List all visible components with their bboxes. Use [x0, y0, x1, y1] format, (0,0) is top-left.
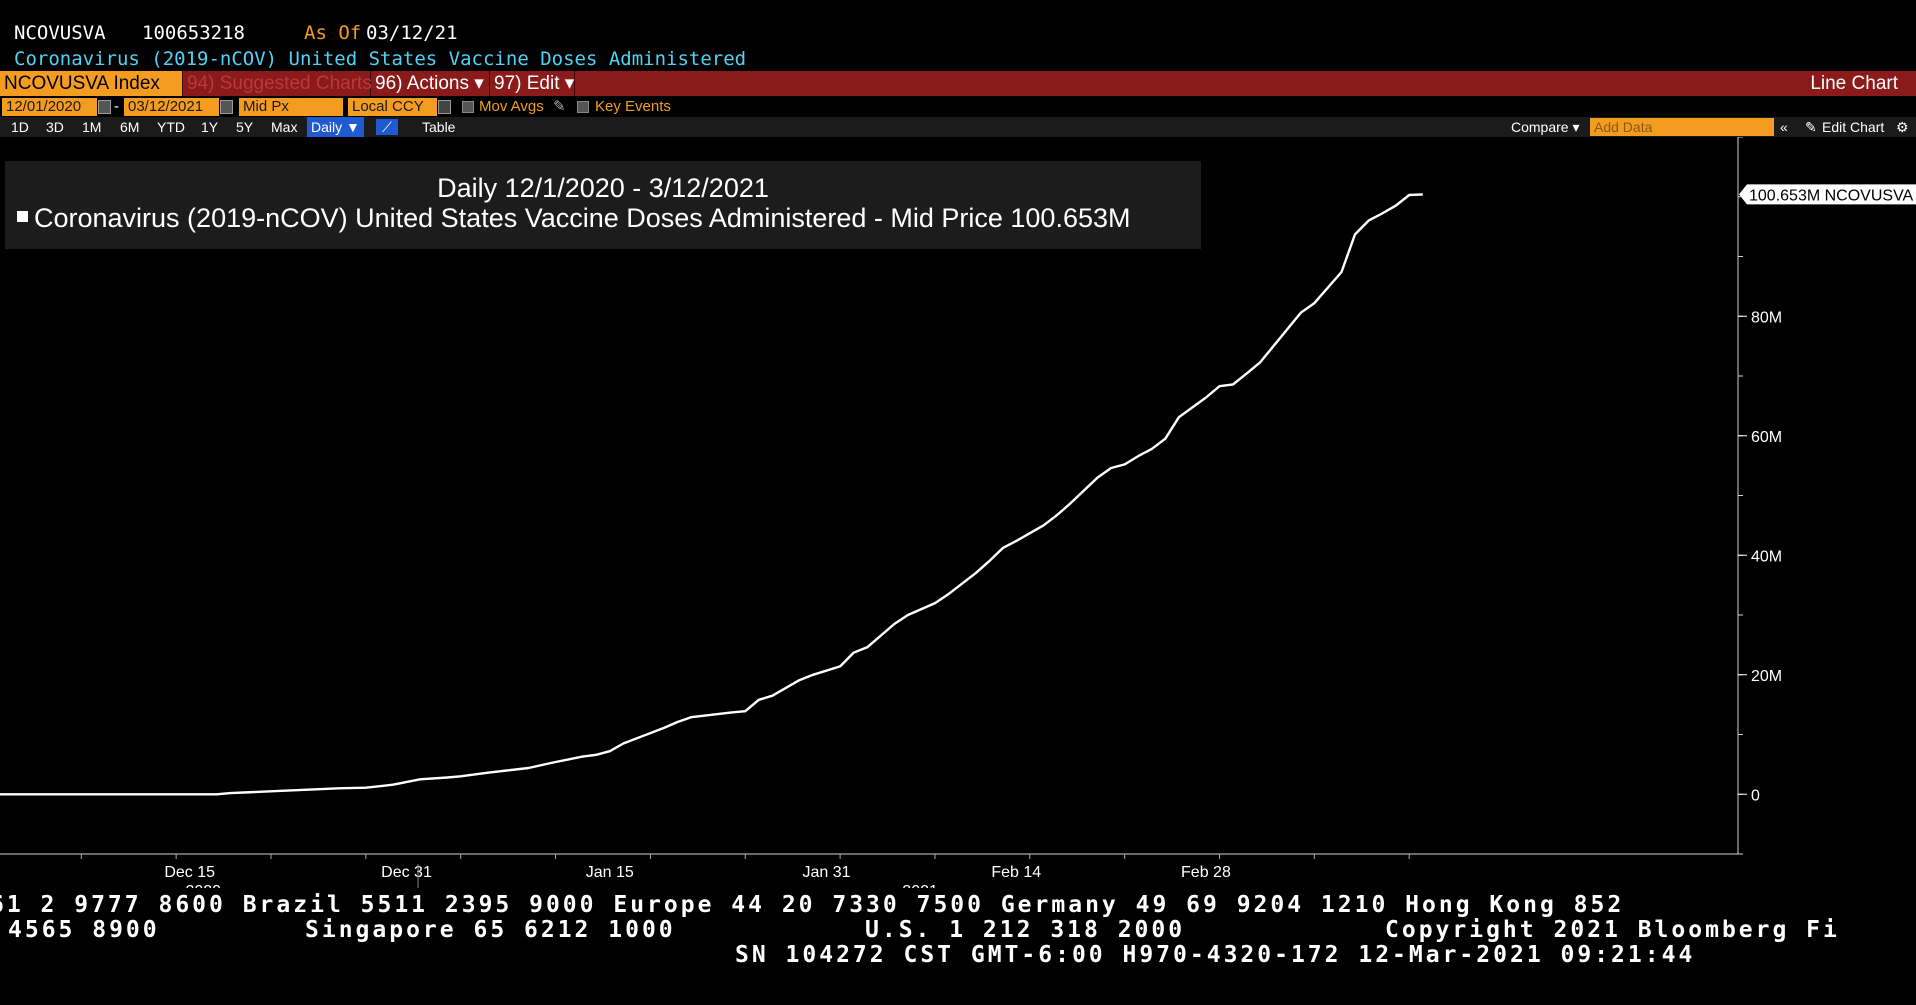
x-tick-label: Jan 15: [586, 864, 634, 881]
calendar-icon[interactable]: [98, 100, 111, 114]
mov-avgs-label[interactable]: Mov Avgs: [479, 98, 544, 115]
footer-phone-line: 61 2 9777 8600 Brazil 5511 2395 9000 Eur…: [0, 892, 1625, 918]
collapse-icon[interactable]: «: [1780, 119, 1788, 135]
table-view-button[interactable]: Table: [422, 119, 456, 135]
line-chart: 0 20M 40M 60M 80M Dec 15 Dec 31 Jan 15 Jan 31 Fe…: [0, 137, 1916, 888]
pencil-icon[interactable]: ✎: [553, 98, 566, 115]
edit-chart-button[interactable]: Edit Chart: [1822, 119, 1885, 135]
date-range-dash: -: [114, 98, 119, 115]
last-value-label: 100.653M NCOVUSVA: [1739, 184, 1916, 205]
as-of-date: 03/12/21: [366, 22, 458, 44]
as-of-label: As Of: [304, 22, 362, 44]
range-ytd-button[interactable]: YTD: [157, 119, 185, 135]
pencil-icon[interactable]: ✎: [1805, 119, 1817, 135]
x-tick-label: Feb 28: [1181, 864, 1231, 881]
range-5y-button[interactable]: 5Y: [236, 119, 254, 135]
y-tick-label: 40M: [1751, 548, 1782, 565]
line-chart-icon[interactable]: ⟋: [376, 119, 398, 135]
add-data-input[interactable]: Add Data: [1590, 118, 1774, 136]
x-tick-label: Feb 14: [991, 864, 1041, 881]
key-events-label[interactable]: Key Events: [595, 98, 671, 115]
frequency-select[interactable]: Daily ▼: [307, 117, 364, 137]
footer-singapore: Singapore 65 6212 1000: [305, 917, 676, 943]
suggested-charts-button[interactable]: 94) Suggested Charts: [183, 71, 372, 96]
start-date-input[interactable]: 12/01/2020: [2, 98, 97, 116]
x-tick-label: Dec 15: [164, 864, 215, 881]
ticker-code: NCOVUSVA: [14, 22, 106, 44]
range-1d-button[interactable]: 1D: [11, 119, 29, 135]
legend-series-entry: Coronavirus (2019-nCOV) United States Va…: [17, 203, 1131, 234]
security-description: Coronavirus (2019-nCOV) United States Va…: [14, 48, 747, 70]
range-6m-button[interactable]: 6M: [120, 119, 140, 135]
x-tick-label: Jan 31: [803, 864, 851, 881]
y-tick-label: 20M: [1751, 668, 1782, 685]
range-1m-button[interactable]: 1M: [82, 119, 102, 135]
calendar-icon[interactable]: [220, 100, 233, 114]
last-value-tag: [1739, 184, 1916, 205]
mov-avgs-checkbox[interactable]: [462, 101, 474, 113]
compare-button[interactable]: Compare ▾: [1511, 119, 1580, 135]
range-selector-row: 1D 3D 1M 6M YTD 1Y 5Y Max Daily ▼ ⟋ Tabl…: [0, 117, 1916, 137]
y-tick-label: 0: [1751, 787, 1760, 804]
actions-menu-button[interactable]: 96) Actions ▾: [371, 71, 490, 96]
index-ticker-field[interactable]: NCOVUSVA Index: [0, 71, 183, 96]
range-1y-button[interactable]: 1Y: [201, 119, 219, 135]
x-year-label: 2020: [185, 883, 221, 888]
currency-select[interactable]: Local CCY: [348, 98, 437, 116]
edit-menu-button[interactable]: 97) Edit ▾: [490, 71, 575, 96]
function-toolbar: NCOVUSVA Index 94) Suggested Charts 96) …: [0, 71, 1916, 96]
legend-series-text: Coronavirus (2019-nCOV) United States Va…: [34, 203, 1131, 233]
series-layer: 100.653M NCOVUSVA: [0, 184, 1916, 796]
key-events-checkbox[interactable]: [577, 101, 589, 113]
footer-us: U.S. 1 212 318 2000: [865, 917, 1186, 943]
chart-type-label: Line Chart: [1810, 73, 1898, 94]
x-year-label: 2021: [902, 883, 938, 888]
footer-phone-line-2-left: 4565 8900: [8, 917, 160, 943]
end-date-input[interactable]: 03/12/2021: [124, 98, 219, 116]
x-tick-label: Dec 31: [381, 864, 432, 881]
footer-copyright: Copyright 2021 Bloomberg Fi: [1385, 917, 1840, 943]
chart-legend: Daily 12/1/2020 - 3/12/2021 Coronavirus …: [5, 161, 1201, 249]
y-tick-label: 60M: [1751, 429, 1782, 446]
chart-options-row: 12/01/2020 - 03/12/2021 Mid Px Local CCY…: [0, 97, 1916, 117]
last-value-text: 100.653M NCOVUSVA: [1749, 187, 1914, 204]
series-swatch: [17, 211, 28, 222]
price-field-select[interactable]: Mid Px: [239, 98, 343, 116]
dropdown-arrow-icon[interactable]: [438, 100, 451, 114]
gear-icon[interactable]: ⚙: [1896, 119, 1909, 135]
x-axis: Dec 15 Dec 31 Jan 15 Jan 31 Feb 14 Feb 28 2020…: [0, 853, 1738, 888]
range-max-button[interactable]: Max: [271, 119, 298, 135]
y-tick-label: 80M: [1751, 309, 1782, 326]
y-axis: 0 20M 40M 60M 80M: [1737, 137, 1782, 855]
legend-title: Daily 12/1/2020 - 3/12/2021: [437, 173, 769, 203]
series-line: [0, 193, 1423, 796]
range-3d-button[interactable]: 3D: [46, 119, 64, 135]
footer-session-info: SN 104272 CST GMT-6:00 H970-4320-172 12-…: [735, 942, 1696, 968]
bloomberg-footer: 61 2 9777 8600 Brazil 5511 2395 9000 Eur…: [0, 888, 1916, 1005]
last-value: 100653218: [142, 22, 245, 44]
